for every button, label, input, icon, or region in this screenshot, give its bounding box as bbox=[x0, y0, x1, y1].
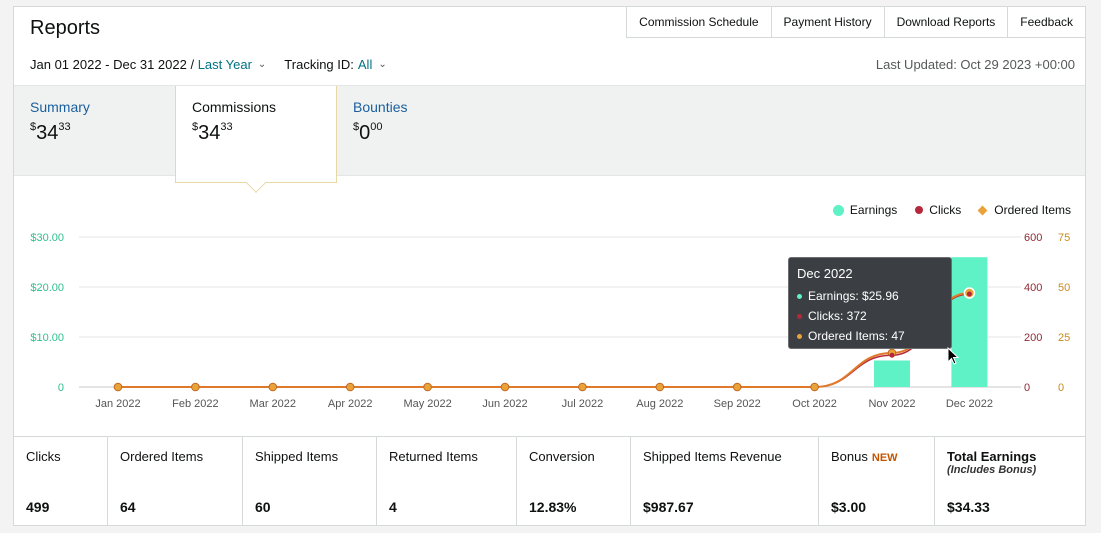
x-tick-label: Jun 2022 bbox=[482, 398, 527, 410]
y-right-ordered-tick-label: 75 bbox=[1058, 232, 1070, 244]
earnings-bar bbox=[874, 360, 910, 387]
x-tick-label: Jul 2022 bbox=[562, 398, 604, 410]
date-range: Jan 01 2022 - Dec 31 2022 bbox=[30, 57, 187, 72]
legend-earnings[interactable]: Earnings bbox=[832, 203, 897, 217]
tracking-label: Tracking ID: bbox=[284, 57, 354, 72]
stats-row: Clicks 499 Ordered Items 64 Shipped Item… bbox=[14, 436, 1085, 526]
y-right-ordered-tick-label: 0 bbox=[1058, 382, 1064, 394]
tab-amount: $3433 bbox=[30, 121, 71, 144]
chevron-down-icon[interactable]: ⌄ bbox=[378, 59, 387, 70]
clicks-point bbox=[966, 291, 972, 297]
earnings-dot-icon bbox=[797, 293, 802, 299]
payment-history-button[interactable]: Payment History bbox=[770, 7, 884, 38]
earnings-chart: 0 0 0 $10.00 200 25 $20.00 400 50 $30.00 600 75 Jan … bbox=[30, 232, 1070, 410]
tooltip-row: Earnings: $25.96 bbox=[797, 286, 943, 306]
tab-commissions[interactable]: Commissions $3433 bbox=[175, 86, 337, 193]
x-tick-label: Feb 2022 bbox=[172, 398, 218, 410]
x-tick-label: Oct 2022 bbox=[792, 398, 837, 410]
mouse-cursor-icon bbox=[947, 347, 959, 365]
tab-summary[interactable]: Summary $3433 bbox=[14, 86, 174, 176]
top-nav: Commission Schedule Payment History Down… bbox=[626, 7, 1085, 38]
y-right-ordered-tick-label: 25 bbox=[1058, 332, 1070, 344]
y-left-tick-label: $30.00 bbox=[30, 232, 64, 244]
tooltip-row: Clicks: 372 bbox=[797, 306, 943, 326]
y-left-tick-label: $10.00 bbox=[30, 332, 64, 344]
y-right-ordered-tick-label: 50 bbox=[1058, 282, 1070, 294]
tab-label: Summary bbox=[30, 99, 90, 115]
ordered-items-point bbox=[810, 382, 819, 392]
x-tick-label: Dec 2022 bbox=[946, 398, 993, 410]
earnings-dot-icon bbox=[832, 204, 844, 216]
chart-tooltip: Dec 2022 Earnings: $25.96 Clicks: 372 Or… bbox=[788, 257, 952, 349]
y-right-clicks-tick-label: 400 bbox=[1024, 282, 1042, 294]
y-right-clicks-tick-label: 200 bbox=[1024, 332, 1042, 344]
tab-bounties[interactable]: Bounties $000 bbox=[337, 86, 497, 176]
y-left-tick-label: 0 bbox=[58, 382, 64, 394]
x-tick-label: Apr 2022 bbox=[328, 398, 373, 410]
ordered-items-point bbox=[113, 382, 123, 392]
chart-legend: Earnings Clicks Ordered Items bbox=[815, 203, 1071, 217]
reports-panel: Reports Commission Schedule Payment Hist… bbox=[13, 6, 1086, 526]
clicks-dot-icon bbox=[797, 313, 802, 319]
ordered-items-point bbox=[732, 382, 742, 392]
ordered-items-point bbox=[500, 382, 510, 392]
ordered-items-point bbox=[268, 382, 278, 392]
filters-bar: Jan 01 2022 - Dec 31 2022 / Last Year ⌄ … bbox=[30, 57, 387, 72]
tab-amount: $3433 bbox=[192, 121, 233, 144]
clicks-point bbox=[889, 352, 895, 358]
download-reports-button[interactable]: Download Reports bbox=[883, 7, 1008, 38]
x-tick-label: Aug 2022 bbox=[636, 398, 683, 410]
x-tick-label: Sep 2022 bbox=[714, 398, 761, 410]
x-tick-label: May 2022 bbox=[403, 398, 451, 410]
tab-amount: $000 bbox=[353, 121, 383, 144]
earnings-bar bbox=[951, 257, 988, 387]
ordered-items-point bbox=[191, 382, 200, 392]
last-updated: Last Updated: Oct 29 2023 +00:00 bbox=[875, 57, 1075, 72]
date-separator: / bbox=[186, 57, 198, 72]
x-tick-label: Nov 2022 bbox=[868, 398, 915, 410]
stat-conversion: Conversion 12.83% bbox=[517, 437, 631, 526]
stat-returned-items: Returned Items 4 bbox=[377, 437, 517, 526]
stat-shipped-items: Shipped Items 60 bbox=[243, 437, 377, 526]
tooltip-title: Dec 2022 bbox=[797, 266, 853, 281]
page-title: Reports bbox=[30, 17, 101, 39]
commission-schedule-button[interactable]: Commission Schedule bbox=[626, 7, 771, 38]
ordered-items-point bbox=[423, 382, 432, 392]
chevron-down-icon[interactable]: ⌄ bbox=[257, 59, 267, 70]
legend-ordered-items[interactable]: Ordered Items bbox=[977, 203, 1071, 217]
ordered-dot-icon bbox=[797, 333, 802, 339]
stat-ordered-items: Ordered Items 64 bbox=[108, 437, 243, 526]
new-badge: NEW bbox=[871, 452, 898, 464]
stat-total-earnings: Total Earnings (Includes Bonus) $34.33 bbox=[947, 449, 1037, 515]
tracking-id-dropdown[interactable]: All bbox=[357, 57, 373, 72]
y-right-clicks-tick-label: 0 bbox=[1024, 382, 1030, 394]
y-left-tick-label: $20.00 bbox=[30, 282, 64, 294]
y-right-clicks-tick-label: 600 bbox=[1024, 232, 1042, 244]
stat-bonus: Bonus NEW $3.00 bbox=[819, 437, 935, 526]
period-dropdown[interactable]: Last Year bbox=[197, 57, 252, 72]
stat-shipped-items-revenue: Shipped Items Revenue $987.67 bbox=[631, 437, 819, 526]
tab-label: Commissions bbox=[192, 99, 277, 115]
clicks-dot-icon bbox=[915, 206, 924, 214]
tooltip-row: Ordered Items: 47 bbox=[797, 326, 943, 346]
x-tick-label: Jan 2022 bbox=[95, 398, 140, 410]
ordered-diamond-icon bbox=[977, 205, 988, 215]
tab-label: Bounties bbox=[353, 99, 408, 115]
ordered-items-point bbox=[345, 382, 355, 392]
ordered-items-point bbox=[655, 382, 665, 392]
stat-clicks: Clicks 499 bbox=[14, 437, 108, 526]
x-tick-label: Mar 2022 bbox=[250, 398, 296, 410]
active-tab-caret bbox=[246, 173, 266, 193]
legend-clicks[interactable]: Clicks bbox=[915, 203, 961, 217]
feedback-button[interactable]: Feedback bbox=[1007, 7, 1085, 38]
report-tabs: Summary $3433 Commissions $3433 Bounties… bbox=[14, 85, 1085, 193]
ordered-items-point bbox=[578, 382, 587, 392]
